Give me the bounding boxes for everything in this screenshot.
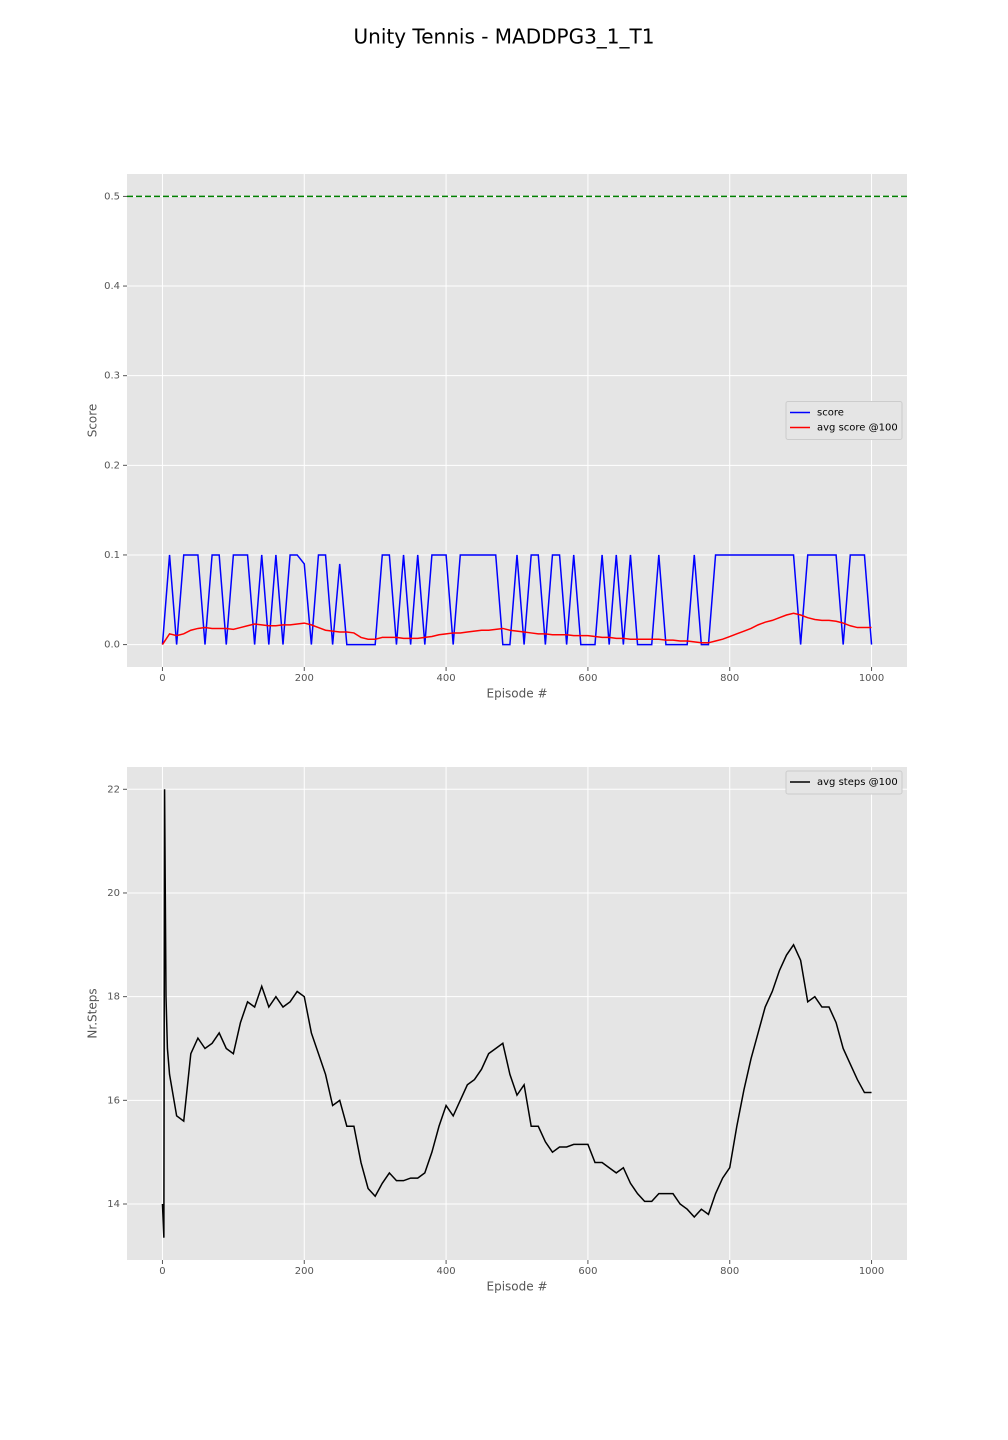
y-tick-label: 0.3	[104, 371, 120, 382]
x-tick-label: 600	[578, 673, 597, 684]
y-tick-label: 16	[107, 1095, 120, 1106]
x-tick-label: 400	[437, 1266, 456, 1277]
x-tick-label: 800	[720, 673, 739, 684]
y-tick-label: 0.4	[104, 281, 120, 292]
y-tick-label: 0.1	[104, 550, 120, 561]
plot-content	[127, 195, 907, 646]
x-tick-label: 1000	[859, 673, 884, 684]
x-tick-label: 0	[159, 673, 165, 684]
x-tick-label: 600	[578, 1266, 597, 1277]
plot-area	[127, 767, 907, 1260]
y-tick-label: 0.5	[104, 191, 120, 202]
series-line	[161, 612, 872, 646]
series-line	[161, 789, 872, 1238]
legend-label: avg steps @100	[817, 777, 898, 788]
x-tick-label: 800	[720, 1266, 739, 1277]
plot-content	[161, 789, 872, 1238]
x-tick-label: 200	[295, 1266, 314, 1277]
x-tick-label: 200	[295, 673, 314, 684]
x-axis-label: Episode #	[487, 687, 548, 701]
y-axis-label: Score	[86, 404, 100, 438]
x-tick-label: 0	[159, 1266, 165, 1277]
legend-label: avg score @100	[817, 423, 898, 434]
series-line	[161, 554, 873, 646]
x-tick-label: 400	[437, 673, 456, 684]
y-tick-label: 22	[107, 784, 120, 795]
figure-title: Unity Tennis - MADDPG3_1_T1	[354, 25, 655, 49]
y-tick-label: 18	[107, 992, 120, 1003]
x-axis-label: Episode #	[487, 1280, 548, 1294]
y-tick-label: 14	[107, 1199, 120, 1210]
x-tick-label: 1000	[859, 1266, 884, 1277]
legend-box	[785, 770, 903, 795]
legend-box	[785, 401, 903, 440]
y-axis-label: Nr.Steps	[86, 988, 100, 1038]
plot-area	[127, 174, 907, 667]
y-tick-label: 20	[107, 888, 120, 899]
legend-label: score	[817, 408, 844, 419]
y-tick-label: 0.0	[104, 640, 120, 651]
y-tick-label: 0.2	[104, 460, 120, 471]
